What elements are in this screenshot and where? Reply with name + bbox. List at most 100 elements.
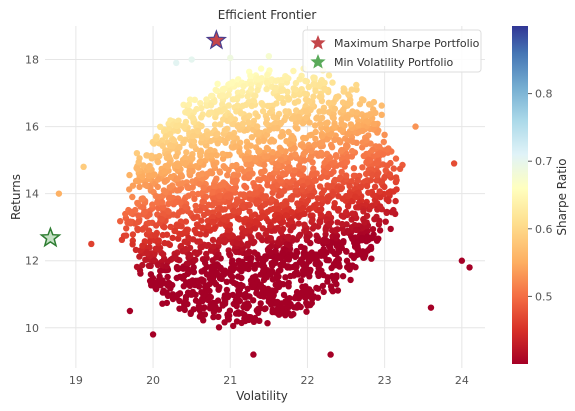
scatter-point: [228, 80, 235, 87]
scatter-point: [203, 250, 210, 258]
scatter-point: [224, 294, 231, 301]
scatter-point: [244, 93, 251, 100]
scatter-point: [224, 311, 231, 319]
scatter-point: [229, 291, 237, 299]
scatter-point: [187, 96, 194, 104]
scatter-point: [343, 114, 350, 121]
scatter-point: [256, 147, 263, 154]
scatter-point: [238, 268, 245, 275]
scatter-point: [134, 165, 141, 173]
scatter-point: [159, 211, 167, 218]
scatter-point: [226, 151, 233, 159]
scatter-point: [374, 171, 381, 179]
scatter-point: [191, 226, 198, 234]
scatter-point: [217, 121, 224, 128]
scatter-point: [190, 214, 197, 222]
scatter-point: [256, 317, 263, 324]
scatter-point: [361, 254, 368, 261]
scatter-point: [225, 198, 232, 206]
x-tick-labels: 19 20 21 22 23 24: [69, 374, 469, 387]
scatter-point: [243, 305, 251, 312]
scatter-point: [284, 263, 292, 270]
scatter-point: [301, 210, 308, 217]
scatter-point: [127, 218, 134, 225]
scatter-point: [331, 122, 338, 130]
scatter-point: [255, 176, 262, 183]
scatter-point: [281, 187, 288, 194]
scatter-point: [180, 123, 187, 131]
scatter-point: [207, 102, 215, 109]
scatter-point: [219, 150, 226, 158]
scatter-point: [312, 135, 319, 143]
scatter-point: [189, 288, 196, 296]
scatter-point: [331, 136, 338, 143]
scatter-point: [239, 88, 246, 96]
scatter-point: [325, 221, 333, 228]
scatter-point: [292, 86, 299, 93]
scatter-point: [285, 128, 292, 136]
scatter-point: [133, 150, 141, 157]
scatter-point: [246, 112, 253, 119]
scatter-point: [379, 151, 387, 158]
scatter-point: [252, 261, 259, 269]
scatter-point: [288, 312, 295, 319]
scatter-point: [162, 188, 169, 195]
scatter-point: [202, 231, 209, 238]
scatter-point: [203, 271, 211, 278]
scatter-point: [201, 259, 209, 266]
scatter-point: [225, 102, 232, 109]
scatter-point: [262, 253, 269, 260]
scatter-point: [161, 178, 169, 185]
scatter-point: [290, 67, 297, 75]
scatter-point: [300, 250, 307, 257]
scatter-point: [309, 216, 316, 223]
x-tick-label: 23: [378, 374, 392, 387]
scatter-point: [299, 288, 306, 296]
scatter-point: [293, 247, 300, 255]
scatter-point: [214, 130, 221, 137]
scatter-point: [306, 132, 313, 139]
scatter-point: [221, 105, 228, 113]
scatter-point: [295, 170, 303, 178]
scatter-point: [310, 203, 317, 211]
legend-star-icon: [310, 54, 326, 69]
scatter-point: [337, 185, 345, 193]
scatter-point: [324, 274, 331, 281]
scatter-point: [224, 227, 231, 235]
scatter-point: [292, 187, 299, 194]
y-tick-label: 18: [25, 54, 39, 67]
scatter-point: [293, 182, 300, 189]
scatter-point: [176, 209, 183, 216]
scatter-point: [283, 138, 290, 145]
scatter-point: [189, 132, 197, 140]
scatter-point: [151, 257, 158, 264]
scatter-point: [165, 153, 173, 160]
scatter-point: [226, 86, 233, 94]
scatter-point: [376, 188, 383, 195]
scatter-point: [291, 167, 298, 174]
scatter-point: [238, 274, 245, 282]
scatter-point: [122, 232, 130, 239]
x-tick-label: 24: [455, 374, 469, 387]
scatter-point: [155, 193, 163, 201]
scatter-point: [312, 260, 319, 268]
scatter-point: [376, 217, 383, 224]
scatter-point: [373, 237, 381, 244]
scatter-point: [171, 227, 178, 235]
scatter-point: [159, 300, 166, 307]
scatter-point: [169, 234, 176, 242]
scatter-point: [230, 265, 238, 272]
scatter-point: [196, 150, 204, 157]
scatter-point: [278, 76, 285, 84]
scatter-point: [140, 162, 147, 169]
scatter-point: [198, 114, 205, 121]
scatter-point: [189, 183, 196, 191]
scatter-point: [261, 167, 268, 175]
scatter-point: [264, 208, 271, 215]
scatter-point: [311, 74, 318, 82]
scatter-point: [127, 208, 135, 215]
scatter-point: [304, 234, 311, 241]
scatter-point: [309, 159, 316, 166]
scatter-point: [137, 247, 144, 254]
scatter-point: [163, 231, 171, 238]
